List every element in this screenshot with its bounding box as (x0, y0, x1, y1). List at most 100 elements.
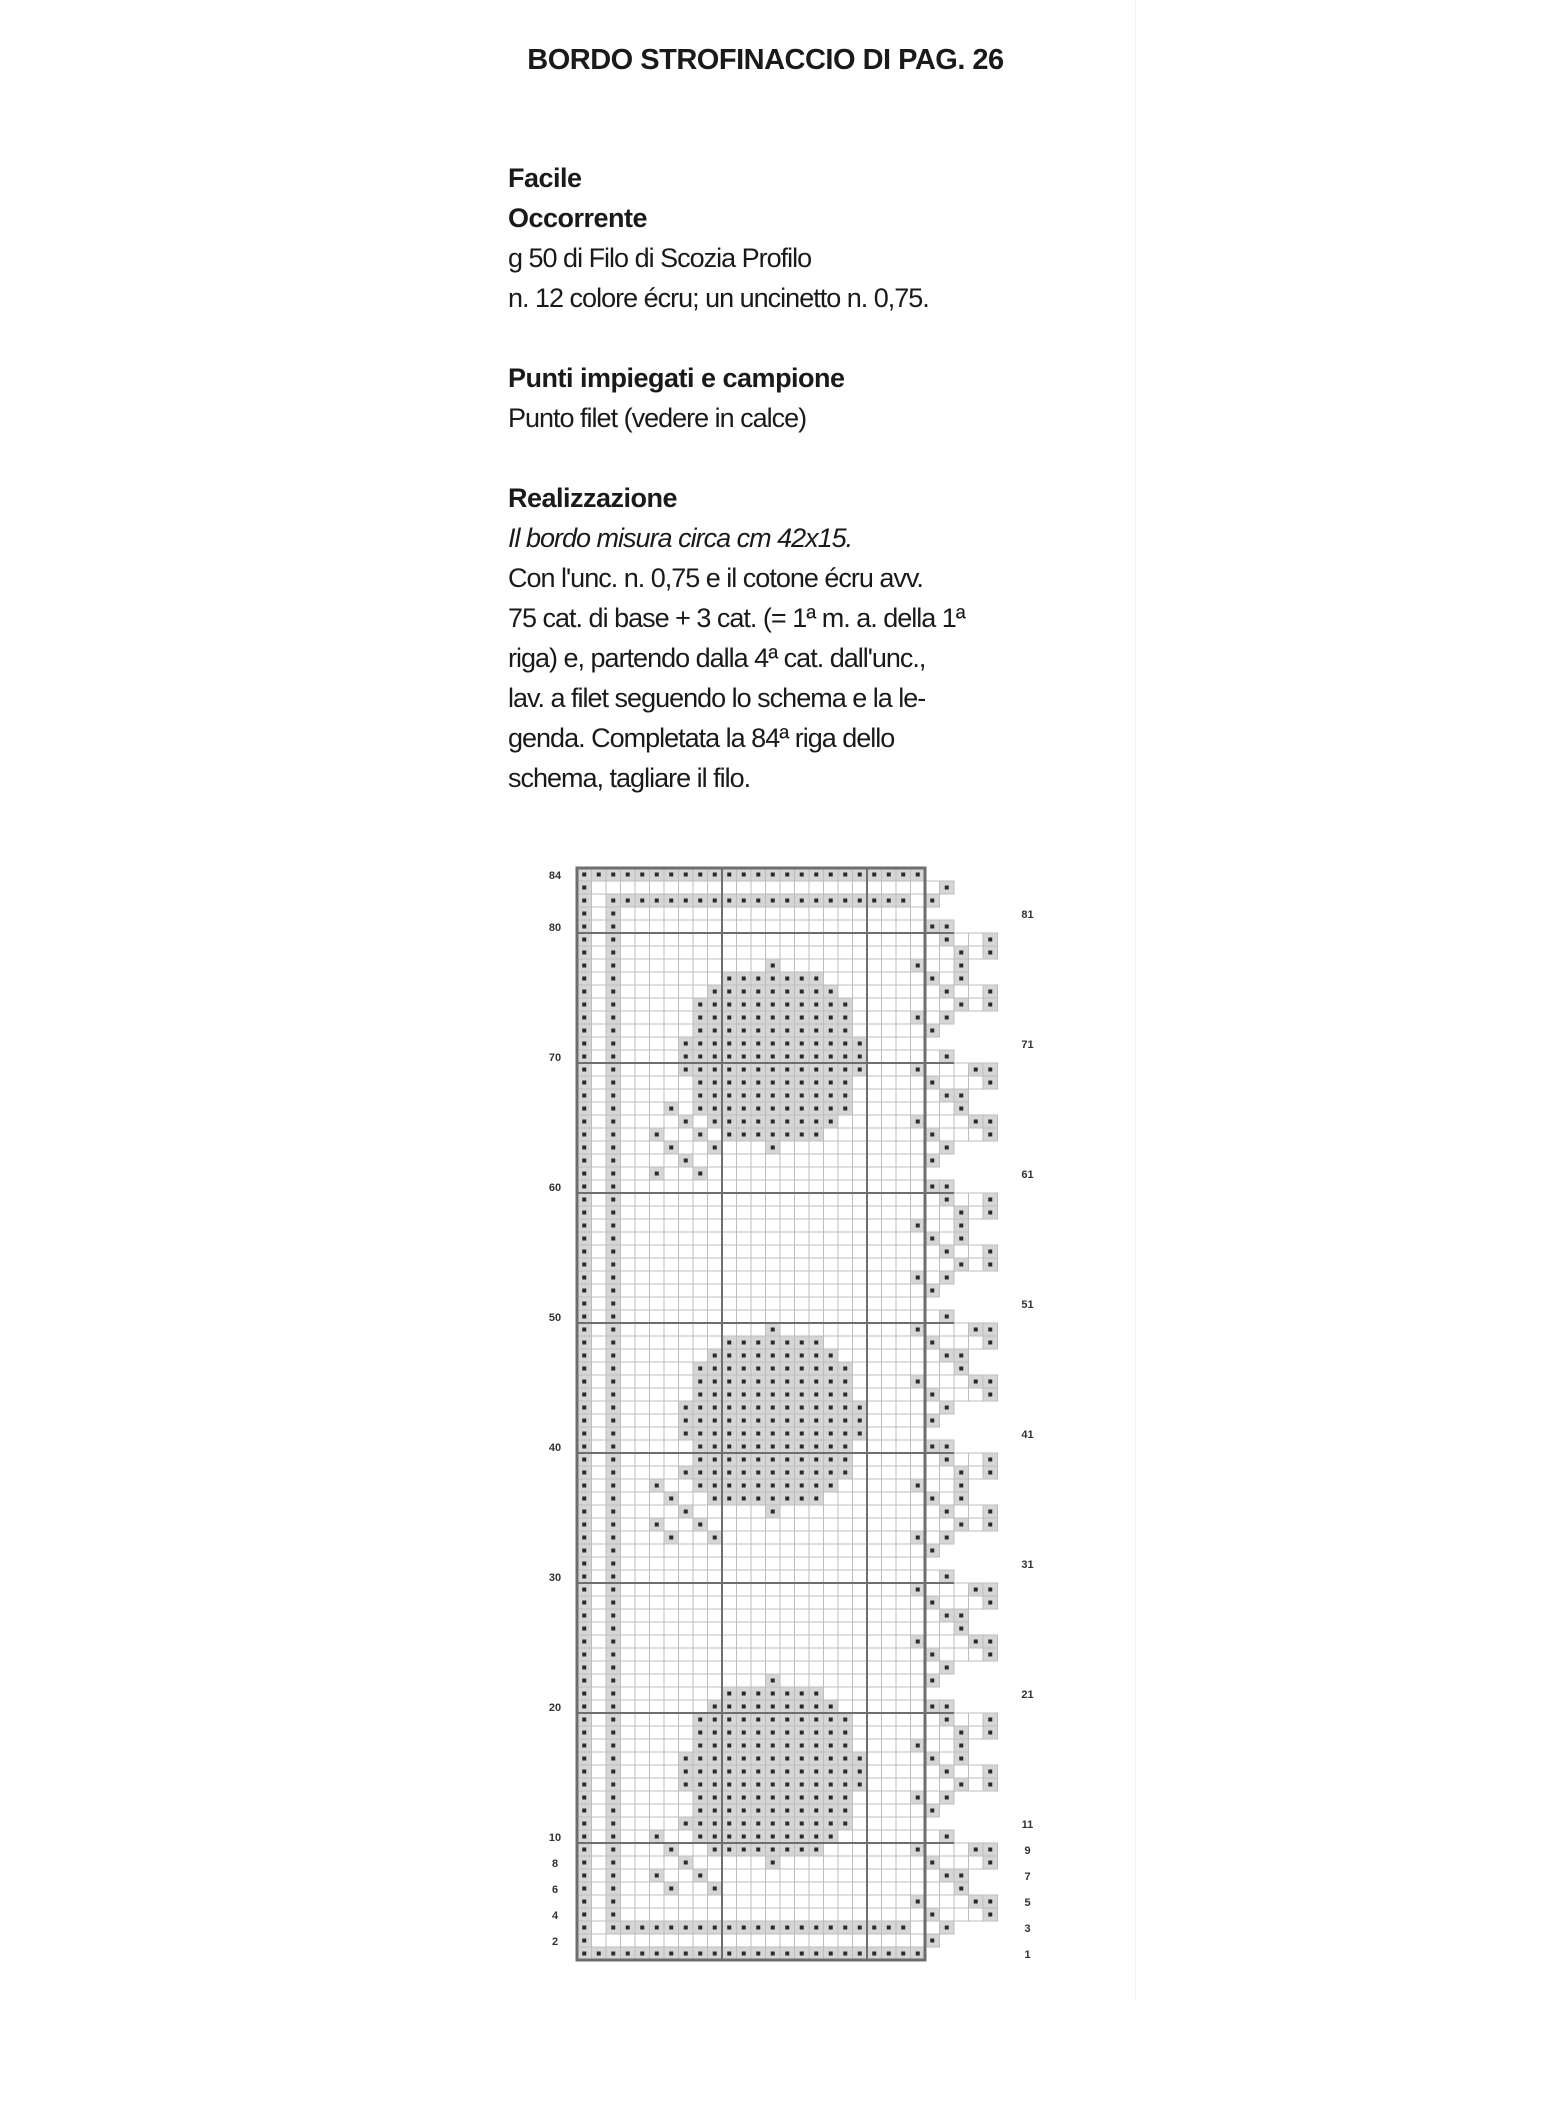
chart-cell (678, 997, 694, 1012)
chart-stitch-dot (988, 1197, 993, 1202)
chart-cell (852, 1725, 868, 1740)
chart-cell (649, 880, 665, 895)
chart-stitch-dot (944, 1834, 949, 1839)
chart-cell (649, 1192, 665, 1207)
chart-stitch-dot (770, 1925, 775, 1930)
chart-cell (924, 1868, 940, 1883)
chart-cell (678, 1868, 694, 1883)
chart-cell (707, 958, 723, 973)
chart-cell (823, 880, 839, 895)
chart-stitch-dot (959, 1782, 964, 1787)
chart-cell (678, 1101, 694, 1116)
chart-cell (895, 1374, 911, 1389)
chart-stitch-dot (582, 1678, 587, 1683)
chart-cell (678, 1244, 694, 1259)
chart-cell (881, 1543, 897, 1558)
chart-cell (707, 1166, 723, 1181)
chart-stitch-dot (828, 1093, 833, 1098)
chart-stitch-dot (785, 989, 790, 994)
chart-stitch-dot (814, 1340, 819, 1345)
chart-cell (634, 1556, 650, 1571)
chart-cell (649, 1855, 665, 1870)
chart-cell (837, 1595, 853, 1610)
chart-stitch-dot (712, 1379, 717, 1384)
chart-cell (939, 1374, 955, 1389)
row-label-left: 80 (549, 922, 561, 934)
chart-stitch-dot (785, 1795, 790, 1800)
chart-cell (750, 1530, 766, 1545)
chart-cell (736, 1153, 752, 1168)
chart-cell (794, 1933, 810, 1948)
chart-cell (924, 880, 940, 895)
chart-cell (707, 1569, 723, 1584)
chart-cell (881, 1309, 897, 1324)
chart-cell (924, 1400, 940, 1415)
chart-cell (852, 1738, 868, 1753)
chart-stitch-dot (828, 1808, 833, 1813)
chart-cell (692, 1881, 708, 1896)
chart-cell (678, 1842, 694, 1857)
chart-cell (852, 1855, 868, 1870)
chart-cell (881, 1764, 897, 1779)
chart-stitch-dot (611, 1600, 616, 1605)
chart-cell (924, 1530, 940, 1545)
chart-cell (852, 1842, 868, 1857)
chart-stitch-dot (814, 989, 819, 994)
chart-cell (649, 1751, 665, 1766)
chart-cell (881, 971, 897, 986)
chart-cell (620, 1634, 636, 1649)
chart-cell (591, 1881, 607, 1896)
chart-cell (881, 1491, 897, 1506)
chart-stitch-dot (944, 1405, 949, 1410)
chart-cell (634, 1621, 650, 1636)
chart-stitch-dot (698, 1782, 703, 1787)
chart-cell (837, 1127, 853, 1142)
chart-cell (837, 1868, 853, 1883)
chart-stitch-dot (828, 1795, 833, 1800)
chart-stitch-dot (712, 1782, 717, 1787)
chart-cell (968, 1595, 984, 1610)
chart-stitch-dot (582, 1483, 587, 1488)
chart-cell (779, 1673, 795, 1688)
chart-cell (634, 1335, 650, 1350)
chart-cell (634, 1517, 650, 1532)
chart-stitch-dot (857, 1431, 862, 1436)
chart-cell (591, 1192, 607, 1207)
chart-stitch-dot (828, 1431, 833, 1436)
chart-cell (678, 1335, 694, 1350)
chart-cell (620, 1374, 636, 1389)
chart-stitch-dot (756, 1093, 761, 1098)
chart-stitch-dot (944, 924, 949, 929)
chart-cell (649, 1426, 665, 1441)
chart-stitch-dot (727, 1028, 732, 1033)
chart-cell (707, 1673, 723, 1688)
chart-stitch-dot (654, 1873, 659, 1878)
chart-cell (678, 1907, 694, 1922)
chart-cell (692, 1296, 708, 1311)
chart-cell (663, 1127, 679, 1142)
chart-cell (895, 1088, 911, 1103)
chart-cell (881, 1465, 897, 1480)
chart-stitch-dot (727, 1704, 732, 1709)
chart-cell (620, 945, 636, 960)
chart-cell (866, 1452, 882, 1467)
chart-stitch-dot (944, 1613, 949, 1618)
chart-cell (881, 1387, 897, 1402)
chart-cell (953, 1634, 969, 1649)
chart-cell (620, 1582, 636, 1597)
chart-cell (649, 1335, 665, 1350)
chart-cell (591, 1400, 607, 1415)
chart-stitch-dot (640, 872, 645, 877)
chart-cell (765, 1257, 781, 1272)
chart-cell (837, 1907, 853, 1922)
chart-stitch-dot (770, 1041, 775, 1046)
chart-cell (808, 1517, 824, 1532)
chart-cell (634, 1569, 650, 1584)
chart-stitch-dot (785, 1834, 790, 1839)
chart-stitch-dot (814, 1496, 819, 1501)
chart-cell (736, 1673, 752, 1688)
chart-stitch-dot (959, 1522, 964, 1527)
chart-stitch-dot (669, 1925, 674, 1930)
chart-cell (794, 1517, 810, 1532)
chart-stitch-dot (828, 1353, 833, 1358)
